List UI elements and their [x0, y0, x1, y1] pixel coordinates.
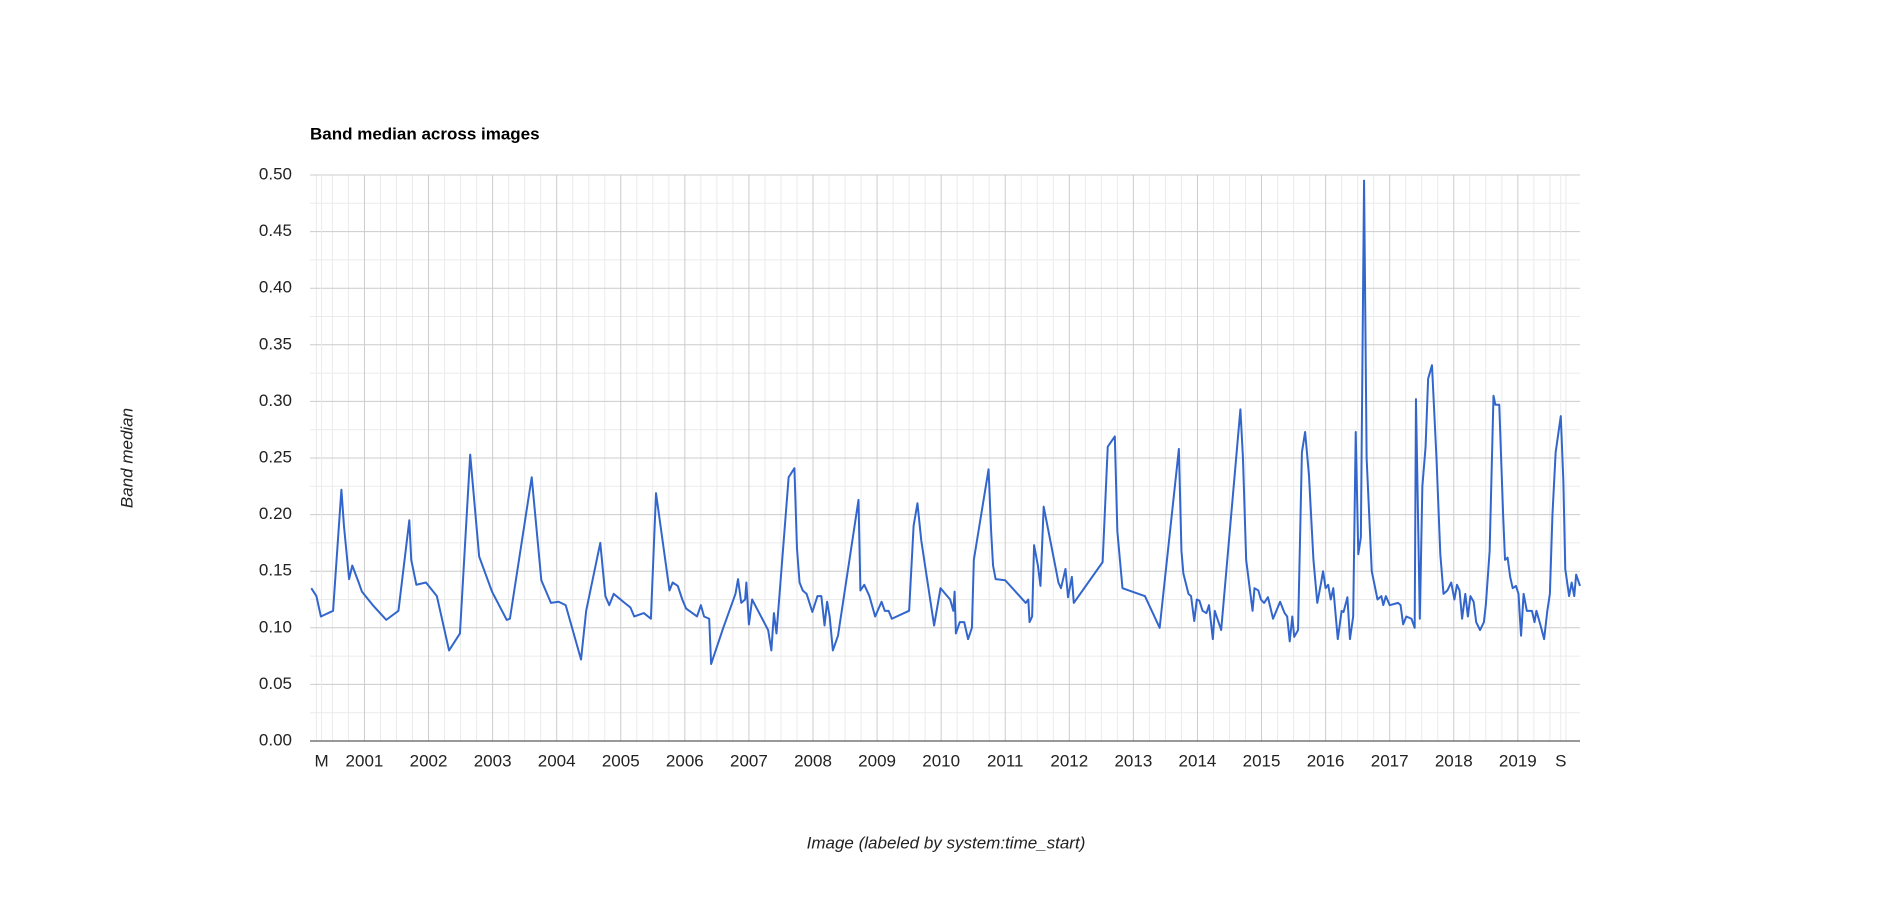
y-tick-label: 0.50 — [259, 164, 292, 183]
x-tick-label: 2019 — [1499, 751, 1537, 770]
y-tick-label: 0.25 — [259, 447, 292, 466]
x-tick-label: 2012 — [1050, 751, 1088, 770]
x-tick-label: 2010 — [922, 751, 960, 770]
x-axis-title: Image (labeled by system:time_start) — [807, 833, 1086, 852]
x-tick-label: 2015 — [1243, 751, 1281, 770]
x-tick-label: 2002 — [410, 751, 448, 770]
x-tick-label: 2008 — [794, 751, 832, 770]
x-tick-label: 2016 — [1307, 751, 1345, 770]
y-tick-label: 0.10 — [259, 617, 292, 636]
y-tick-label: 0.35 — [259, 334, 292, 353]
x-tick-label: 2018 — [1435, 751, 1473, 770]
x-tick-label: 2001 — [346, 751, 384, 770]
y-tick-label: 0.45 — [259, 221, 292, 240]
x-tick-label: 2013 — [1114, 751, 1152, 770]
x-tick-label: 2005 — [602, 751, 640, 770]
data-line — [310, 179, 1581, 666]
y-tick-label: 0.15 — [259, 561, 292, 580]
x-tick-label: 2014 — [1179, 751, 1217, 770]
x-tick-label: M — [314, 751, 328, 770]
chart-title: Band median across images — [310, 124, 540, 143]
y-tick-label: 0.00 — [259, 730, 292, 749]
y-tick-label: 0.20 — [259, 504, 292, 523]
y-axis-title: Band median — [117, 408, 136, 508]
y-tick-label: 0.05 — [259, 674, 292, 693]
x-tick-label: 2006 — [666, 751, 704, 770]
x-tick-label: 2011 — [987, 751, 1024, 770]
x-tick-label: 2004 — [538, 751, 576, 770]
x-tick-label: 2003 — [474, 751, 512, 770]
x-tick-label: 2017 — [1371, 751, 1409, 770]
x-tick-label: 2009 — [858, 751, 896, 770]
marks — [310, 179, 1581, 666]
y-tick-label: 0.30 — [259, 391, 292, 410]
y-tick-label: 0.40 — [259, 278, 292, 297]
grid — [310, 174, 1580, 742]
x-tick-label: S — [1555, 751, 1566, 770]
x-tick-label: 2007 — [730, 751, 768, 770]
